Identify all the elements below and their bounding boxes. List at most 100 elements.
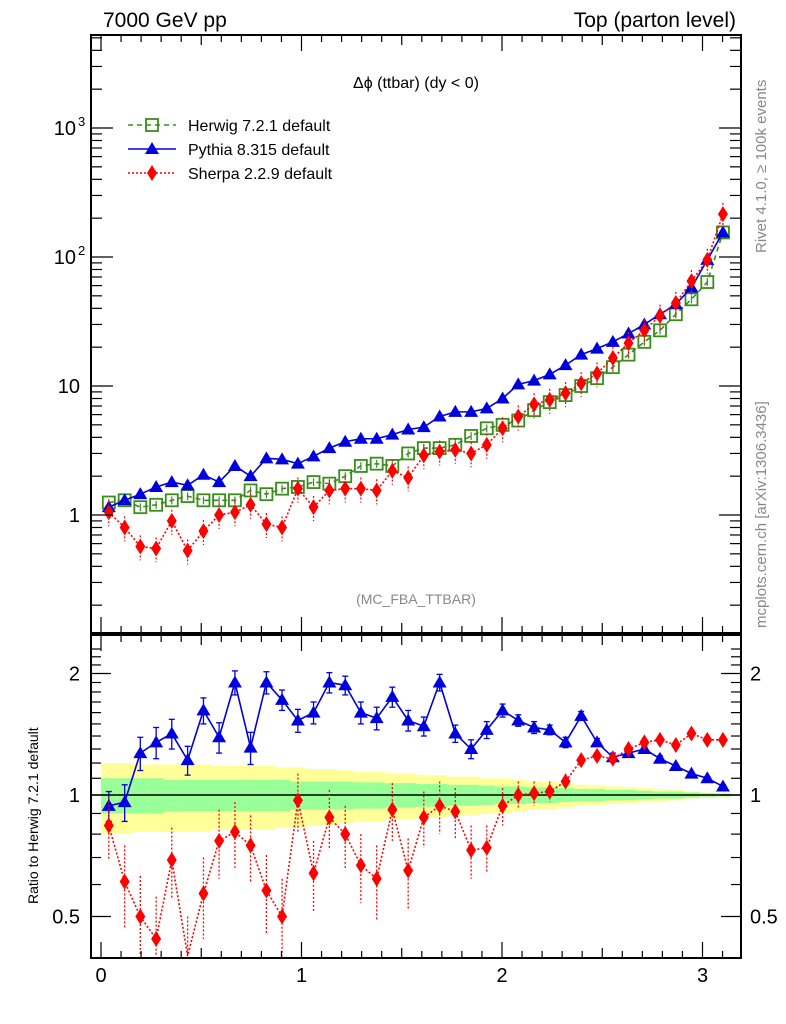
ratio-y-tick-label: 0.5 — [52, 907, 80, 929]
inner-band-segment — [148, 778, 165, 814]
ratio-data-point — [623, 741, 634, 758]
main-plot-title: Δϕ (ttbar) (dy < 0) — [353, 75, 479, 92]
ratio-data-point — [670, 737, 681, 754]
ratio-data-point — [574, 708, 589, 721]
data-point — [511, 377, 526, 390]
legend-label: Herwig 7.2.1 default — [188, 118, 331, 135]
data-point — [464, 429, 479, 443]
main-plot-area — [101, 202, 730, 565]
watermark-label: (MC_FBA_TTBAR) — [356, 591, 476, 607]
ratio-data-point — [639, 734, 650, 751]
ratio-data-point — [513, 787, 524, 803]
ratio-data-point — [308, 865, 319, 882]
data-point — [401, 422, 416, 435]
ratio-data-point — [403, 862, 414, 879]
data-point — [479, 421, 494, 436]
data-point — [149, 479, 164, 492]
ratio-data-point — [450, 803, 461, 820]
ratio-data-point — [607, 750, 618, 767]
ratio-data-point — [322, 675, 337, 688]
data-point — [180, 489, 195, 504]
data-point — [338, 469, 353, 484]
data-point — [135, 538, 146, 555]
ratio-data-point — [212, 730, 227, 743]
data-point — [164, 475, 179, 488]
ratio-data-point — [466, 842, 477, 859]
ratio-data-point — [702, 731, 713, 748]
data-point — [403, 469, 414, 486]
ratio-data-point — [119, 873, 130, 890]
ratio-data-point — [306, 705, 321, 718]
ratio-data-point — [275, 692, 290, 705]
data-point — [164, 493, 179, 508]
ratio-data-point — [245, 837, 256, 854]
data-point — [715, 225, 730, 238]
data-point — [702, 251, 713, 268]
data-point — [590, 341, 605, 354]
ratio-data-point — [371, 870, 382, 887]
data-point — [151, 540, 162, 557]
ratio-data-point — [654, 731, 665, 748]
ratio-data-point — [387, 801, 398, 818]
data-point — [133, 487, 148, 500]
data-point — [416, 420, 431, 433]
ratio-data-point — [324, 809, 335, 826]
x-tick-label: 0 — [95, 965, 106, 987]
ratio-data-point — [558, 735, 573, 748]
data-point — [243, 469, 258, 482]
ratio-data-point — [418, 809, 429, 826]
data-point — [369, 431, 384, 444]
ratio-data-point — [576, 752, 587, 769]
data-point — [653, 323, 667, 338]
ratio-data-point — [243, 740, 258, 753]
data-point — [418, 447, 429, 464]
ratio-data-point — [432, 675, 447, 688]
data-point — [700, 275, 715, 289]
data-point — [607, 349, 618, 366]
ratio-data-point — [686, 725, 697, 742]
ratio-data-point — [340, 826, 351, 843]
data-point — [149, 497, 164, 512]
data-point — [259, 487, 274, 502]
ratio-data-point — [668, 758, 683, 771]
data-point — [198, 523, 209, 540]
ratio-data-point — [369, 711, 384, 724]
ratio-data-point — [117, 795, 132, 808]
data-point — [495, 391, 510, 404]
ratio-data-point — [527, 720, 542, 733]
legend-label: Sherpa 2.2.9 default — [188, 166, 333, 183]
ratio-data-point — [259, 675, 274, 688]
data-point — [292, 480, 303, 497]
ratio-data-point — [355, 857, 366, 874]
ratio-data-point — [497, 797, 508, 814]
data-point — [670, 294, 681, 311]
data-point — [544, 391, 555, 408]
data-point — [717, 206, 728, 223]
ratio-data-point — [511, 713, 526, 726]
data-point — [639, 322, 650, 339]
data-point — [623, 335, 634, 352]
ratio-data-point — [529, 785, 540, 802]
y-tick-label: 10 — [54, 118, 76, 140]
ratio-data-point — [715, 779, 730, 792]
data-point — [290, 456, 305, 469]
data-point — [245, 496, 256, 513]
ratio-data-point — [353, 705, 368, 718]
mcplots-label: mcplots.cern.ch [arXiv:1306.3436] — [753, 401, 770, 628]
data-point — [103, 504, 114, 521]
header-left-title: 7000 GeV pp — [103, 9, 227, 32]
data-point — [654, 307, 665, 324]
ratio-data-point — [684, 766, 699, 779]
ratio-data-point — [590, 735, 605, 748]
data-point — [432, 409, 447, 422]
data-point — [322, 441, 337, 454]
ratio-data-point — [652, 751, 667, 764]
data-point — [196, 467, 211, 480]
ratio-data-point — [290, 713, 305, 726]
data-point — [481, 436, 492, 453]
ratio-y-tick-label-right: 1 — [750, 785, 761, 807]
data-point — [371, 482, 382, 499]
series-line — [108, 232, 724, 508]
